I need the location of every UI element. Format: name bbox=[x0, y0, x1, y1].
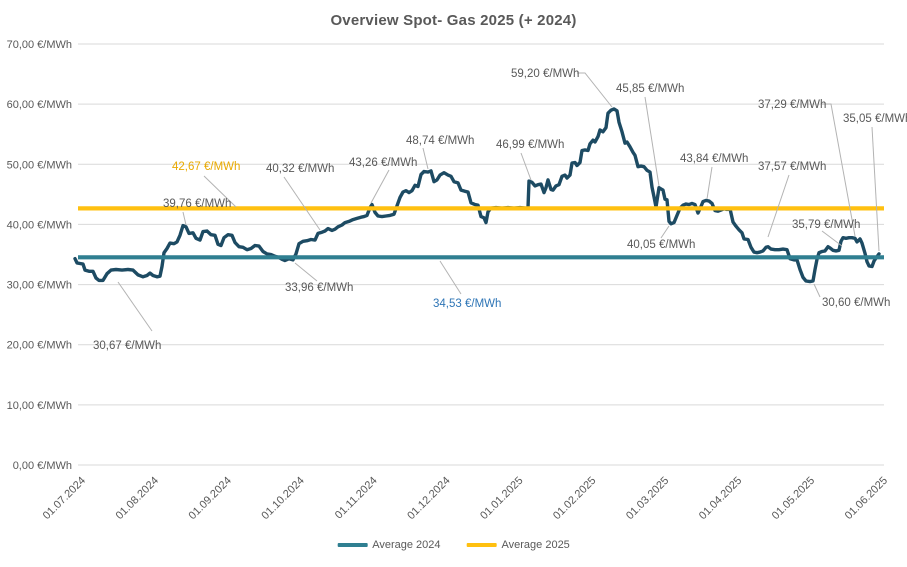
x-axis-label: 01.04.2025 bbox=[697, 475, 744, 522]
y-axis-label: 40,00 €/MWh bbox=[7, 219, 72, 231]
annotation-leader bbox=[871, 126, 880, 252]
y-axis-label: 70,00 €/MWh bbox=[7, 39, 72, 51]
x-axis-label: 01.11.2024 bbox=[333, 475, 380, 522]
x-axis-label: 01.10.2024 bbox=[259, 475, 306, 522]
legend-label-average-2024: Average 2024 bbox=[372, 539, 441, 551]
annotation-label: 35,79 €/MWh bbox=[792, 219, 860, 231]
y-axis-label: 0,00 €/MWh bbox=[13, 460, 72, 472]
average-2024-line-swatch bbox=[337, 543, 368, 547]
annotation-label: 43,84 €/MWh bbox=[680, 153, 748, 165]
annotation-label: 37,57 €/MWh bbox=[758, 161, 826, 173]
annotation-leader bbox=[821, 230, 843, 247]
annotation-label: 59,20 €/MWh bbox=[511, 68, 579, 80]
annotation-label: 40,05 €/MWh bbox=[627, 239, 695, 251]
annotation-label: 33,96 €/MWh bbox=[285, 282, 353, 294]
annotation-leader bbox=[439, 260, 462, 295]
legend-label-average-2025: Average 2025 bbox=[501, 539, 570, 551]
spot-price-line[interactable] bbox=[73, 107, 881, 284]
y-axis-label: 60,00 €/MWh bbox=[7, 99, 72, 111]
y-axis-label: 30,00 €/MWh bbox=[7, 280, 72, 292]
annotation-leader bbox=[660, 225, 670, 239]
annotation-leader bbox=[422, 147, 429, 170]
annotation-label: 37,29 €/MWh bbox=[758, 99, 826, 111]
annotation-label: 39,76 €/MWh bbox=[163, 198, 231, 210]
legend-item-average-2024[interactable]: Average 2024 bbox=[337, 539, 441, 551]
annotation-label: 45,85 €/MWh bbox=[616, 83, 684, 95]
annotation-label: 30,67 €/MWh bbox=[93, 340, 161, 352]
annotation-leader bbox=[294, 262, 318, 282]
annotation-label: 30,60 €/MWh bbox=[822, 297, 890, 309]
annotation-leader bbox=[182, 211, 187, 226]
annotation-leader bbox=[813, 283, 821, 298]
annotation-leader bbox=[203, 175, 237, 208]
annotation-leader bbox=[706, 166, 713, 200]
x-axis-label: 01.01.2025 bbox=[478, 475, 525, 522]
annotation-leader bbox=[644, 96, 660, 187]
legend-item-average-2025[interactable]: Average 2025 bbox=[466, 539, 570, 551]
x-axis-label: 01.07.2024 bbox=[41, 475, 88, 522]
annotation-label: 40,32 €/MWh bbox=[266, 163, 334, 175]
x-axis-label: 01.06.2025 bbox=[843, 475, 890, 522]
annotation-label: 34,53 €/MWh bbox=[433, 298, 501, 310]
annotation-leader bbox=[370, 169, 390, 204]
annotation-label: 46,99 €/MWh bbox=[496, 139, 564, 151]
average-2025-line-swatch bbox=[466, 543, 497, 547]
annotation-leader bbox=[577, 72, 613, 108]
y-axis-label: 10,00 €/MWh bbox=[7, 400, 72, 412]
x-axis-label: 01.12.2024 bbox=[405, 475, 452, 522]
x-axis-label: 01.08.2024 bbox=[114, 475, 161, 522]
x-axis-label: 01.09.2024 bbox=[187, 475, 234, 522]
x-axis-label: 01.05.2025 bbox=[770, 475, 817, 522]
x-axis-label: 01.02.2025 bbox=[551, 475, 598, 522]
annotation-leader bbox=[822, 103, 856, 237]
annotation-label: 48,74 €/MWh bbox=[406, 135, 474, 147]
annotation-label: 35,05 €/MWh bbox=[843, 113, 907, 125]
chart-legend: Average 2024 Average 2025 bbox=[337, 539, 570, 551]
annotation-label: 43,26 €/MWh bbox=[349, 157, 417, 169]
y-axis-label: 50,00 €/MWh bbox=[7, 159, 72, 171]
x-axis-label: 01.03.2025 bbox=[624, 475, 671, 522]
chart-title: Overview Spot- Gas 2025 (+ 2024) bbox=[330, 12, 577, 29]
y-axis-label: 20,00 €/MWh bbox=[7, 340, 72, 352]
annotation-leader bbox=[767, 174, 790, 238]
annotation-leader bbox=[520, 152, 532, 181]
annotation-leader bbox=[283, 176, 321, 231]
annotation-leader bbox=[117, 281, 153, 332]
annotation-label: 42,67 €/MWh bbox=[172, 161, 240, 173]
